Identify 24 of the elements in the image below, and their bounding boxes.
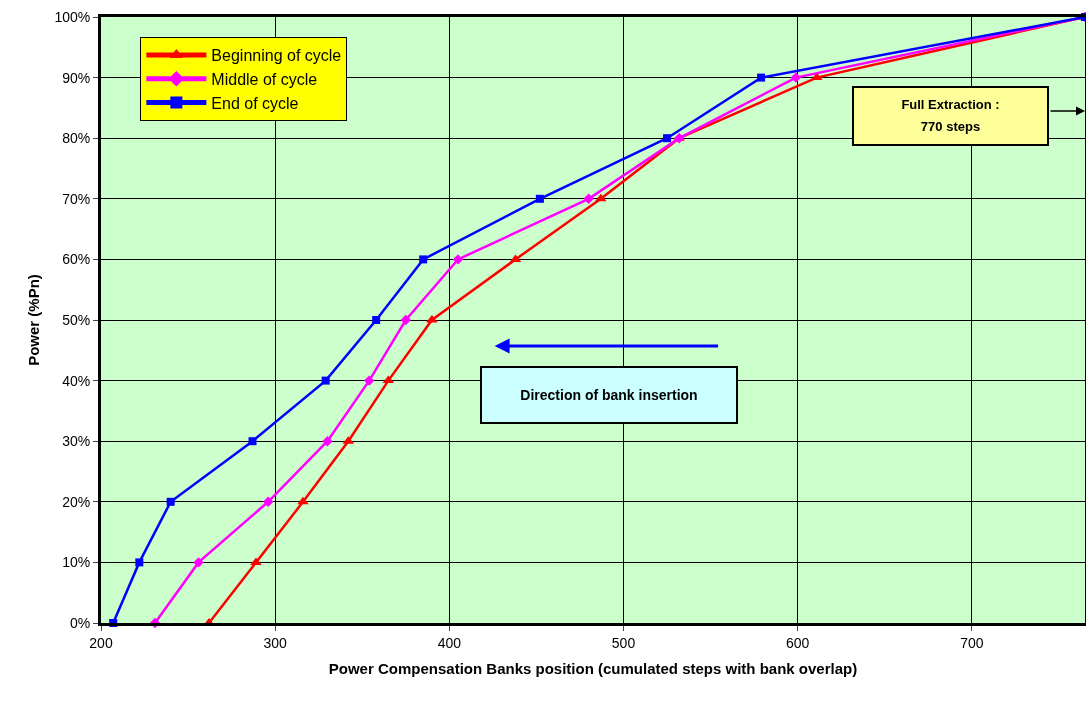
- x-tick-label: 200: [89, 634, 113, 651]
- callout-box: Full Extraction : 770 steps: [852, 86, 1049, 146]
- y-tick-label: 100%: [54, 8, 91, 25]
- y-tick-label: 0%: [69, 614, 91, 631]
- x-axis-title: Power Compensation Banks position (cumulated steps with bank overlap): [328, 659, 858, 677]
- x-tick-label: 600: [785, 634, 810, 651]
- legend-label: End of cycle: [211, 94, 299, 112]
- y-tick-label: 40%: [62, 372, 91, 389]
- y-axis-title: Power (%Pn): [24, 274, 42, 366]
- y-tick-label: 20%: [62, 493, 91, 510]
- legend-label: Beginning of cycle: [211, 47, 342, 65]
- y-tick-label: 80%: [62, 130, 91, 147]
- y-tick-label: 60%: [62, 251, 91, 268]
- y-tick-label: 30%: [62, 433, 91, 450]
- x-tick-label: 700: [960, 634, 984, 651]
- y-tick-label: 10%: [62, 554, 91, 571]
- x-tick-label: 400: [437, 634, 462, 651]
- y-tick-label: 90%: [62, 69, 91, 86]
- y-tick-label: 50%: [62, 311, 91, 328]
- callout-box: Direction of bank insertion: [480, 366, 738, 424]
- x-tick-label: 500: [611, 634, 636, 651]
- legend-label: Middle of cycle: [211, 70, 318, 88]
- y-tick-label: 70%: [62, 190, 91, 207]
- x-tick-label: 300: [263, 634, 288, 651]
